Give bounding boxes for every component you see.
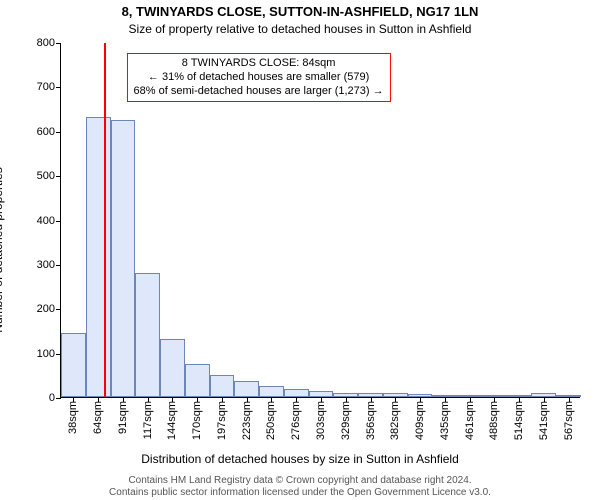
y-tick-mark bbox=[56, 43, 61, 44]
x-tick-label: 223sqm bbox=[241, 397, 253, 440]
x-tick-label: 64sqm bbox=[92, 397, 104, 434]
x-tick-label: 488sqm bbox=[488, 397, 500, 440]
histogram-bar bbox=[111, 120, 136, 397]
histogram-bar bbox=[185, 364, 210, 397]
x-tick-label: 91sqm bbox=[117, 397, 129, 434]
y-tick-mark bbox=[56, 354, 61, 355]
x-tick-label: 303sqm bbox=[315, 397, 327, 440]
x-tick-label: 356sqm bbox=[365, 397, 377, 440]
y-tick-mark bbox=[56, 265, 61, 266]
x-tick-label: 514sqm bbox=[513, 397, 525, 440]
x-tick-label: 197sqm bbox=[216, 397, 228, 440]
histogram-bar bbox=[61, 333, 86, 397]
x-tick-label: 435sqm bbox=[439, 397, 451, 440]
x-tick-label: 250sqm bbox=[265, 397, 277, 440]
y-tick-mark bbox=[56, 398, 61, 399]
y-axis-label: Number of detached properties bbox=[0, 167, 5, 332]
x-tick-label: 461sqm bbox=[464, 397, 476, 440]
plot-area: 8 TWINYARDS CLOSE: 84sqm ← 31% of detach… bbox=[60, 43, 580, 398]
x-tick-label: 276sqm bbox=[290, 397, 302, 440]
x-tick-label: 170sqm bbox=[191, 397, 203, 440]
y-tick-mark bbox=[56, 221, 61, 222]
y-tick-mark bbox=[56, 132, 61, 133]
x-tick-label: 329sqm bbox=[340, 397, 352, 440]
x-tick-label: 144sqm bbox=[166, 397, 178, 440]
footer-line-2: Contains public sector information licen… bbox=[0, 487, 600, 498]
annotation-box: 8 TWINYARDS CLOSE: 84sqm ← 31% of detach… bbox=[127, 53, 391, 102]
histogram-bar bbox=[234, 381, 259, 397]
annotation-line-3: 68% of semi-detached houses are larger (… bbox=[134, 85, 384, 99]
histogram-bar bbox=[284, 389, 309, 397]
x-tick-label: 382sqm bbox=[389, 397, 401, 440]
marker-line bbox=[104, 43, 106, 397]
x-tick-label: 567sqm bbox=[563, 397, 575, 440]
chart-subtitle: Size of property relative to detached ho… bbox=[0, 22, 600, 36]
y-tick-mark bbox=[56, 176, 61, 177]
figure: 8, TWINYARDS CLOSE, SUTTON-IN-ASHFIELD, … bbox=[0, 0, 600, 500]
annotation-line-1: 8 TWINYARDS CLOSE: 84sqm bbox=[134, 57, 384, 71]
annotation-line-2: ← 31% of detached houses are smaller (57… bbox=[134, 71, 384, 85]
x-tick-label: 541sqm bbox=[538, 397, 550, 440]
histogram-bar bbox=[210, 375, 235, 397]
histogram-bar bbox=[86, 117, 111, 397]
histogram-bar bbox=[160, 339, 185, 397]
x-tick-label: 117sqm bbox=[142, 397, 154, 439]
x-axis-label: Distribution of detached houses by size … bbox=[0, 452, 600, 466]
footer-line-1: Contains HM Land Registry data © Crown c… bbox=[0, 475, 600, 486]
histogram-bar bbox=[135, 273, 160, 397]
y-tick-mark bbox=[56, 309, 61, 310]
y-tick-mark bbox=[56, 87, 61, 88]
x-tick-label: 409sqm bbox=[414, 397, 426, 440]
histogram-bar bbox=[259, 386, 284, 397]
chart-title: 8, TWINYARDS CLOSE, SUTTON-IN-ASHFIELD, … bbox=[0, 4, 600, 19]
x-tick-label: 38sqm bbox=[67, 397, 79, 434]
